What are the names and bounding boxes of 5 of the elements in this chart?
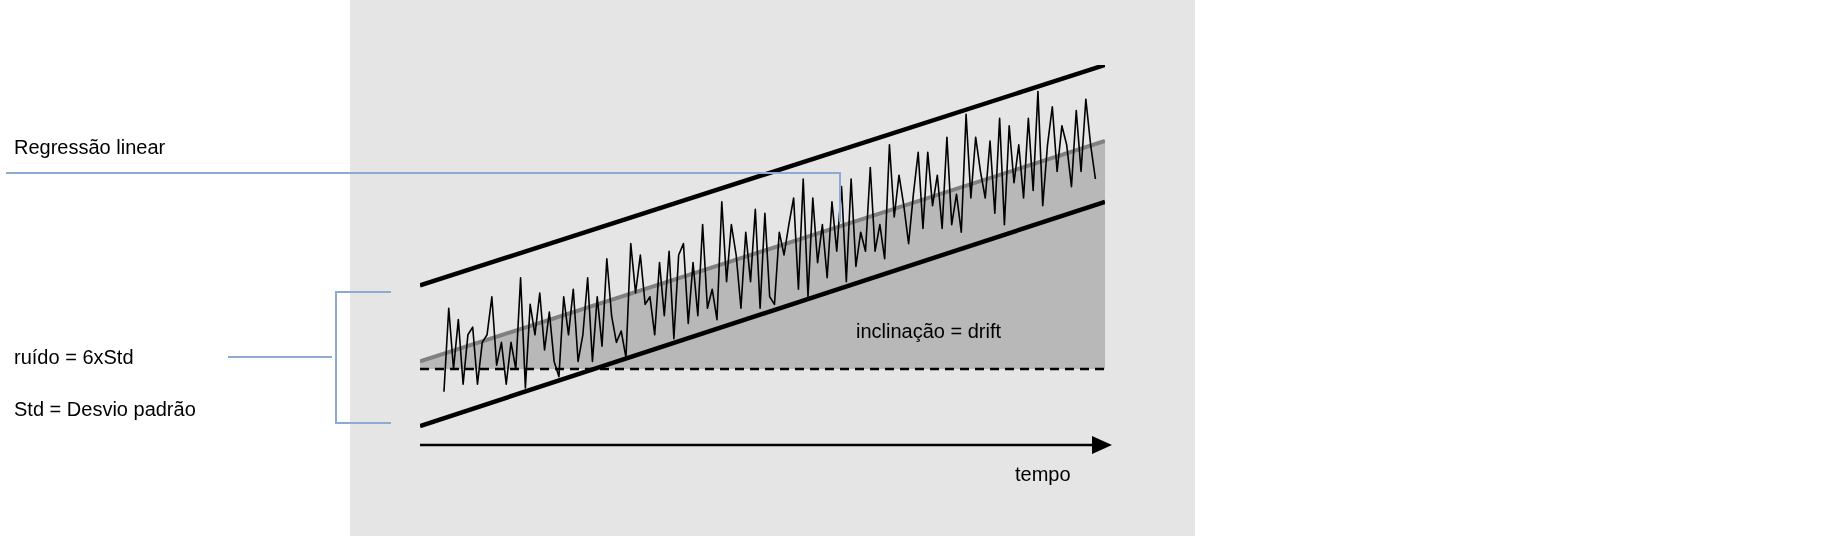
text: ruído = 6xStd xyxy=(14,346,134,369)
annotation: inclinação = drift xyxy=(856,320,1002,343)
text: Std = Desvio padrão xyxy=(14,398,196,421)
x-axis-title: tempo xyxy=(1015,463,1071,486)
text: Regressão linear xyxy=(14,136,166,159)
